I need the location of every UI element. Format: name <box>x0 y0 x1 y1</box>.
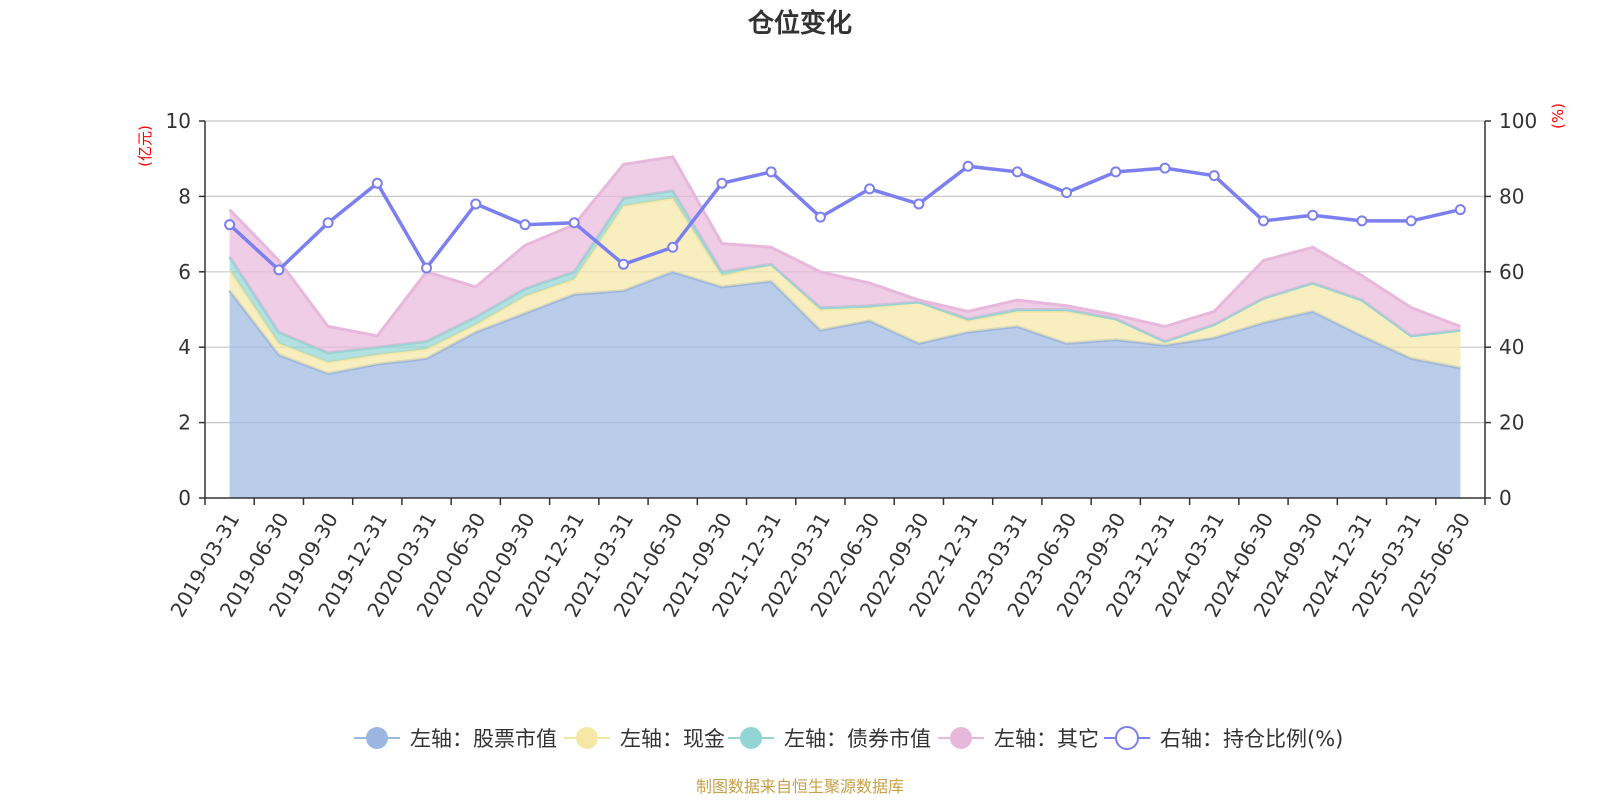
ratio-point <box>667 241 679 253</box>
ratio-point <box>470 198 482 210</box>
ratio-point <box>371 177 383 189</box>
legend-label: 左轴：现金 <box>620 727 725 751</box>
ratio-point <box>814 211 826 223</box>
ratio-point <box>962 160 974 172</box>
legend-label: 右轴：持仓比例(%) <box>1160 727 1343 751</box>
ratio-point <box>421 262 433 274</box>
ratio-point <box>913 198 925 210</box>
legend-label: 左轴：债券市值 <box>784 727 931 751</box>
ratio-point <box>1454 204 1466 216</box>
ratio-point <box>224 219 236 231</box>
legend: 左轴：股票市值 左轴：现金 左轴：债券市值 左轴：其它 右轴：持仓比例(%) <box>354 726 1343 751</box>
right-tick-label: 80 <box>1499 184 1524 208</box>
left-tick-label: 4 <box>178 335 191 359</box>
legend-item[interactable]: 右轴：持仓比例(%) <box>1104 726 1343 751</box>
legend-marker <box>740 727 762 749</box>
legend-label: 左轴：股票市值 <box>410 727 557 751</box>
ratio-point <box>1159 162 1171 174</box>
legend-item[interactable]: 左轴：债券市值 <box>728 727 931 751</box>
ratio-point <box>273 264 285 276</box>
source-note: 制图数据来自恒生聚源数据库 <box>696 777 904 796</box>
left-axis-unit: (亿元) <box>136 125 154 167</box>
legend-item[interactable]: 左轴：股票市值 <box>354 727 557 751</box>
area-series <box>229 156 1461 353</box>
ratio-point <box>1257 215 1269 227</box>
area-series <box>229 271 1461 498</box>
ratio-point <box>568 217 580 229</box>
left-tick-label: 8 <box>178 184 191 208</box>
left-tick-label: 0 <box>178 486 191 510</box>
ratio-point <box>1356 215 1368 227</box>
legend-marker <box>950 727 972 749</box>
ratio-line-layer <box>224 160 1466 276</box>
ratio-point <box>617 258 629 270</box>
chart-title: 仓位变化 <box>747 8 852 39</box>
left-tick-label: 6 <box>178 260 191 284</box>
left-tick-label: 2 <box>178 411 191 435</box>
ratio-point <box>1405 215 1417 227</box>
ratio-line <box>228 164 1461 272</box>
ratio-point <box>519 219 531 231</box>
right-tick-label: 100 <box>1499 109 1537 133</box>
ratio-point <box>765 166 777 178</box>
right-tick-label: 60 <box>1499 260 1524 284</box>
left-tick-label: 10 <box>166 109 191 133</box>
legend-label: 左轴：其它 <box>994 727 1099 751</box>
area-series-edge <box>228 155 1461 338</box>
right-axis-unit: (%) <box>1549 103 1567 129</box>
legend-marker <box>1115 726 1139 750</box>
legend-item[interactable]: 左轴：现金 <box>564 727 725 751</box>
ratio-point <box>322 217 334 229</box>
right-tick-label: 0 <box>1499 486 1512 510</box>
ratio-point <box>716 177 728 189</box>
right-tick-label: 20 <box>1499 411 1524 435</box>
legend-marker <box>366 727 388 749</box>
legend-item[interactable]: 左轴：其它 <box>938 727 1099 751</box>
right-tick-label: 40 <box>1499 335 1524 359</box>
ratio-point <box>1011 166 1023 178</box>
ratio-point <box>1208 170 1220 182</box>
ratio-point <box>864 183 876 195</box>
legend-marker <box>576 727 598 749</box>
ratio-point <box>1110 166 1122 178</box>
ratio-point <box>1307 209 1319 221</box>
stacked-areas <box>228 155 1461 498</box>
ratio-point <box>1061 187 1073 199</box>
